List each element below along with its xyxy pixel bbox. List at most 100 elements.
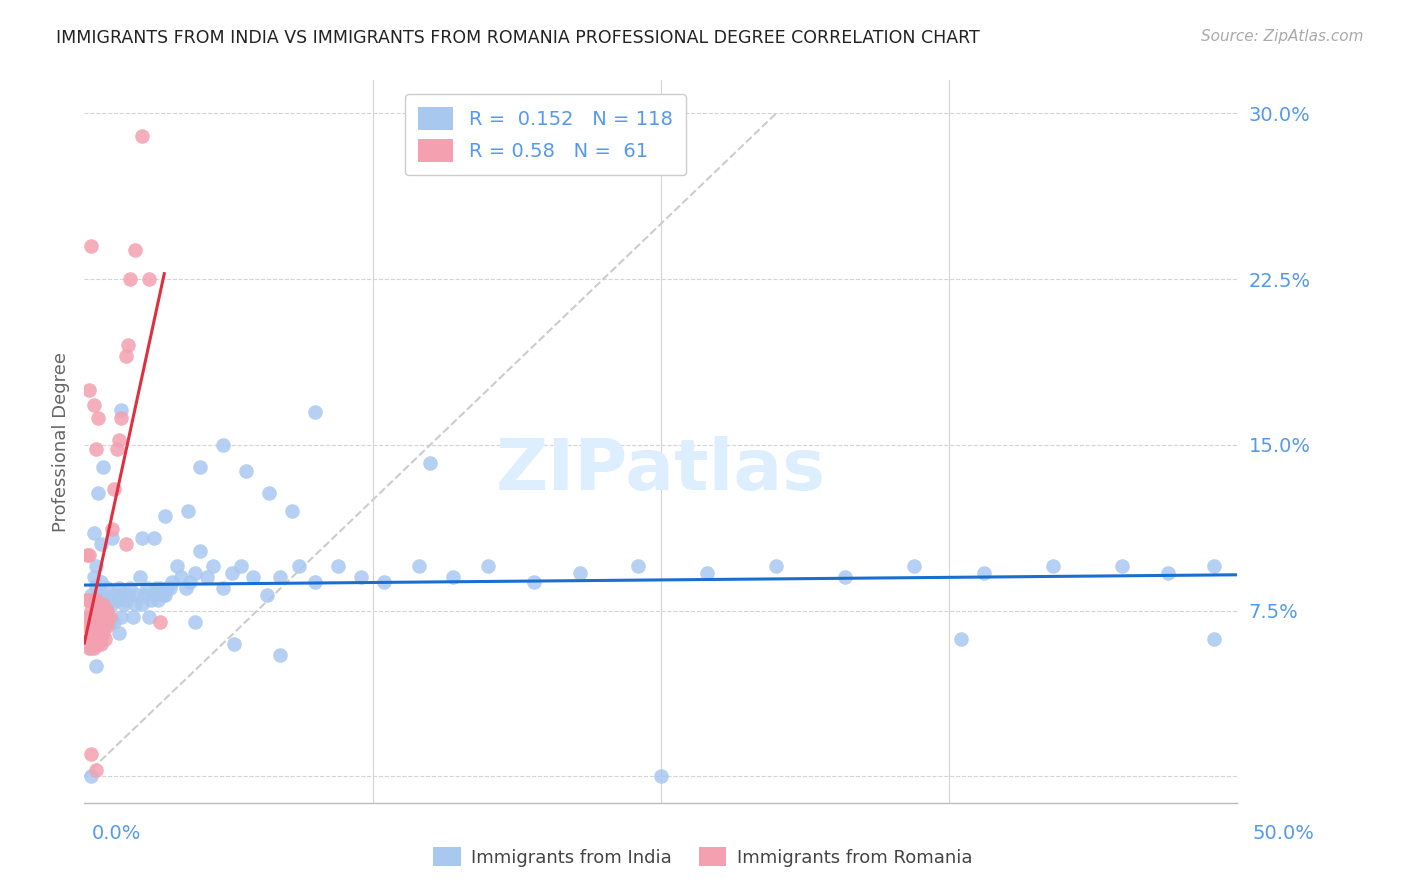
Point [80,769,103,783]
Point [177,504,200,518]
Point [76,592,98,607]
Point [94,603,117,617]
Point [110,588,132,602]
Point [77,610,100,624]
Point [153,508,176,523]
Point [477,559,499,574]
Point [696,566,718,580]
Point [94,597,117,611]
Point [91,588,114,602]
Point [103,482,125,496]
Point [153,588,176,602]
Point [84,603,107,617]
Point [1204,632,1226,647]
Legend: R =  0.152   N = 118, R = 0.58   N =  61: R = 0.152 N = 118, R = 0.58 N = 61 [405,94,686,176]
Point [80,588,103,602]
Point [373,574,395,589]
Text: Source: ZipAtlas.com: Source: ZipAtlas.com [1201,29,1364,44]
Point [96,592,118,607]
Point [94,632,117,647]
Point [91,625,114,640]
Point [83,641,105,656]
Point [135,582,157,596]
Point [117,338,139,352]
Point [166,559,188,574]
Point [350,570,373,584]
Point [101,597,124,611]
Point [110,402,132,417]
Point [91,603,114,617]
Point [110,411,132,425]
Point [108,434,131,448]
Point [77,549,100,563]
Point [91,597,114,611]
Point [131,128,153,143]
Point [77,610,100,624]
Point [98,615,121,629]
Point [101,522,124,536]
Point [765,559,787,574]
Point [202,559,225,574]
Point [156,582,179,596]
Point [89,603,111,617]
Point [89,619,111,633]
Point [96,610,118,624]
Point [146,592,169,607]
Point [149,615,172,629]
Point [89,537,111,551]
Point [84,615,107,629]
Point [115,350,138,364]
Point [149,582,172,596]
Point [124,597,146,611]
Text: ZIPatlas: ZIPatlas [496,436,825,505]
Point [83,526,105,541]
Point [89,637,111,651]
Point [973,566,995,580]
Y-axis label: Professional Degree: Professional Degree [52,351,70,532]
Point [84,592,107,607]
Point [141,592,163,607]
Text: 50.0%: 50.0% [1253,824,1315,843]
Point [105,592,128,607]
Point [269,648,291,662]
Point [96,603,118,617]
Text: 0.0%: 0.0% [91,824,141,843]
Point [94,603,117,617]
Point [84,625,107,640]
Point [83,619,105,633]
Point [142,588,165,602]
Point [224,637,246,651]
Point [257,486,280,500]
Point [83,637,105,651]
Point [441,570,464,584]
Point [94,592,117,607]
Point [174,582,197,596]
Point [76,549,98,563]
Point [127,588,149,602]
Point [120,582,142,596]
Text: IMMIGRANTS FROM INDIA VS IMMIGRANTS FROM ROMANIA PROFESSIONAL DEGREE CORRELATION: IMMIGRANTS FROM INDIA VS IMMIGRANTS FROM… [56,29,980,46]
Point [184,615,207,629]
Point [94,610,117,624]
Point [138,610,160,624]
Point [131,597,153,611]
Point [98,610,121,624]
Point [77,592,100,607]
Point [84,597,107,611]
Point [121,610,143,624]
Point [195,570,218,584]
Point [84,610,107,624]
Point [179,574,201,589]
Point [77,632,100,647]
Point [87,486,110,500]
Point [103,615,125,629]
Point [569,566,592,580]
Point [188,459,211,474]
Point [288,559,311,574]
Point [84,610,107,624]
Point [221,566,243,580]
Point [89,574,111,589]
Point [80,632,103,647]
Point [419,456,441,470]
Point [84,763,107,777]
